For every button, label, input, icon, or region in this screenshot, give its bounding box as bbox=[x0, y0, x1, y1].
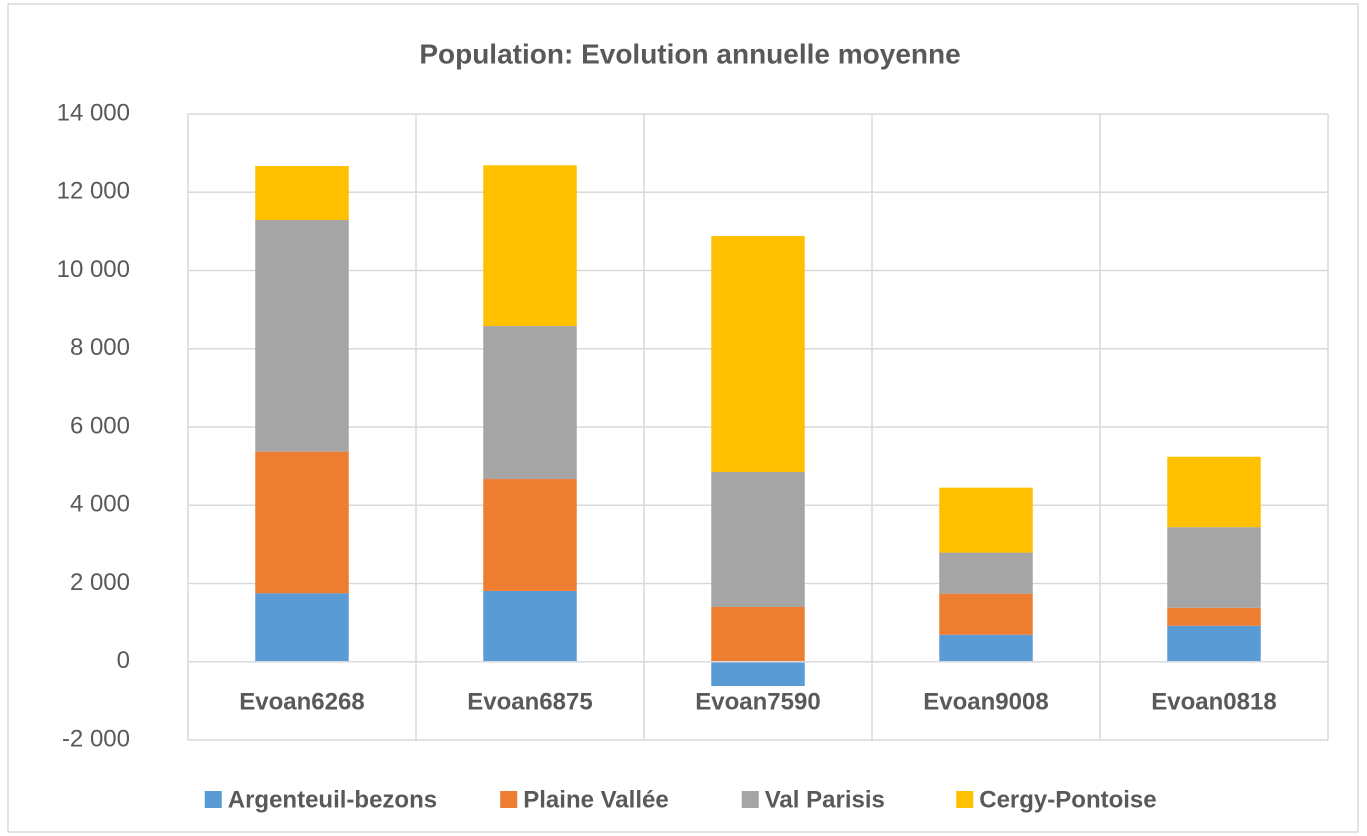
y-tick-label: 8 000 bbox=[70, 334, 130, 361]
bar-segment bbox=[939, 552, 1033, 594]
bar-segment bbox=[1167, 527, 1261, 608]
legend-swatch bbox=[741, 791, 759, 808]
bar-segment bbox=[483, 165, 577, 327]
bar-segment bbox=[1167, 625, 1261, 662]
bar-segment bbox=[1167, 607, 1261, 626]
bar-segment bbox=[255, 166, 349, 221]
y-tick-label: 12 000 bbox=[57, 178, 130, 205]
legend-swatch bbox=[956, 791, 974, 808]
bar-segment bbox=[711, 471, 805, 607]
chart-border bbox=[7, 3, 1359, 833]
bar-segment bbox=[255, 451, 349, 594]
y-tick-label: 4 000 bbox=[70, 491, 130, 518]
bar-segment bbox=[255, 593, 349, 662]
bar-segment bbox=[939, 487, 1033, 553]
y-tick-label: 10 000 bbox=[57, 256, 130, 283]
x-tick-label: Evoan6268 bbox=[239, 688, 364, 715]
x-tick-label: Evoan6875 bbox=[467, 688, 592, 715]
bar-segment bbox=[483, 590, 577, 662]
y-tick-label: 0 bbox=[117, 647, 130, 674]
bar-segment bbox=[711, 661, 805, 687]
chart-title: Population: Evolution annuelle moyenne bbox=[419, 38, 960, 69]
bar-segment bbox=[939, 634, 1033, 662]
legend-label: Val Parisis bbox=[765, 786, 885, 813]
bar-segment bbox=[483, 326, 577, 480]
bar-segment bbox=[711, 236, 805, 472]
y-tick-label: -2 000 bbox=[62, 725, 130, 752]
y-tick-label: 2 000 bbox=[70, 569, 130, 596]
y-tick-label: 14 000 bbox=[57, 99, 130, 126]
x-tick-label: Evoan0818 bbox=[1151, 688, 1276, 715]
bar-segment bbox=[255, 220, 349, 452]
legend-label: Argenteuil-bezons bbox=[228, 786, 437, 813]
bar-segment bbox=[711, 606, 805, 662]
y-tick-label: 6 000 bbox=[70, 412, 130, 439]
bar-segment bbox=[1167, 456, 1261, 528]
bar-segment bbox=[483, 479, 577, 591]
legend-label: Plaine Vallée bbox=[523, 786, 668, 813]
legend-swatch bbox=[500, 791, 518, 808]
bar-segment bbox=[939, 593, 1033, 635]
legend-label: Cergy-Pontoise bbox=[979, 786, 1156, 813]
legend-swatch bbox=[204, 791, 222, 808]
x-tick-label: Evoan7590 bbox=[695, 688, 820, 715]
x-tick-label: Evoan9008 bbox=[923, 688, 1048, 715]
